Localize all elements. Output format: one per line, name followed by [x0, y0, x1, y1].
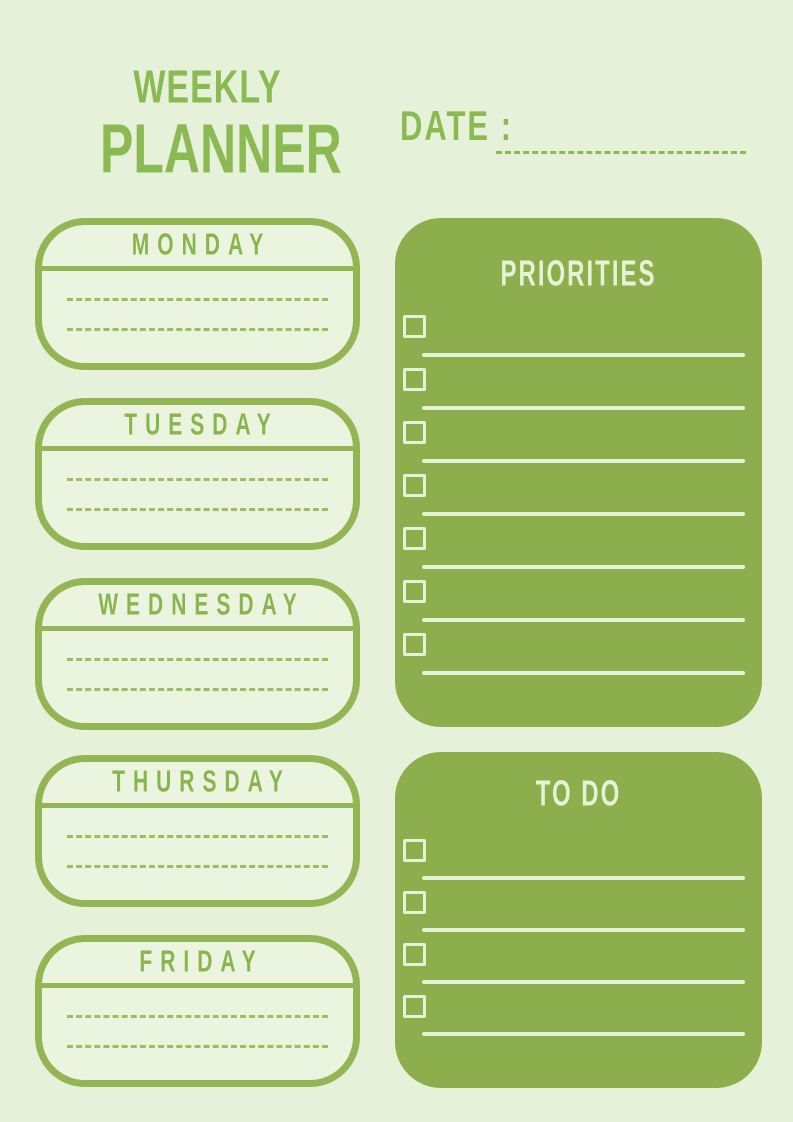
- checklist-item: [403, 580, 745, 633]
- checklist-item: [403, 368, 745, 421]
- task-fill-line[interactable]: [422, 876, 745, 880]
- checkbox[interactable]: [403, 368, 426, 391]
- task-fill-line[interactable]: [422, 353, 745, 357]
- checklist-item: [403, 315, 745, 368]
- checklist-item: [403, 839, 745, 891]
- day-writing-area: [42, 808, 353, 895]
- task-fill-line[interactable]: [422, 928, 745, 932]
- day-card-header: WEDNESDAY: [42, 585, 353, 631]
- writing-line[interactable]: [67, 508, 328, 511]
- checkbox[interactable]: [403, 315, 426, 338]
- writing-line[interactable]: [67, 688, 328, 691]
- checklist-item: [403, 891, 745, 943]
- day-label: MONDAY: [131, 228, 272, 262]
- title-line-weekly: WEEKLY: [133, 62, 282, 114]
- writing-line[interactable]: [67, 478, 328, 481]
- date-label: DATE :: [400, 102, 514, 150]
- day-writing-area: [42, 988, 353, 1075]
- checkbox[interactable]: [403, 527, 426, 550]
- task-fill-line[interactable]: [422, 980, 745, 984]
- checklist-item: [403, 633, 745, 686]
- todo-title: TO DO: [535, 774, 622, 815]
- priorities-title: PRIORITIES: [500, 254, 657, 295]
- task-fill-line[interactable]: [422, 1032, 745, 1036]
- day-label: THURSDAY: [112, 765, 291, 799]
- writing-line[interactable]: [67, 328, 328, 331]
- day-card-friday: FRIDAY: [35, 935, 360, 1087]
- day-card-monday: MONDAY: [35, 218, 360, 370]
- checkbox[interactable]: [403, 891, 426, 914]
- writing-line[interactable]: [67, 1015, 328, 1018]
- day-card-tuesday: TUESDAY: [35, 398, 360, 550]
- task-fill-line[interactable]: [422, 671, 745, 675]
- day-writing-area: [42, 631, 353, 718]
- checkbox[interactable]: [403, 839, 426, 862]
- day-writing-area: [42, 451, 353, 538]
- day-writing-area: [42, 271, 353, 358]
- writing-line[interactable]: [67, 658, 328, 661]
- checklist-item: [403, 527, 745, 580]
- writing-line[interactable]: [67, 835, 328, 838]
- writing-line[interactable]: [67, 1045, 328, 1048]
- title-line-planner: PLANNER: [100, 109, 342, 188]
- checkbox[interactable]: [403, 995, 426, 1018]
- day-label: FRIDAY: [139, 945, 264, 979]
- task-fill-line[interactable]: [422, 618, 745, 622]
- day-label: TUESDAY: [124, 408, 279, 442]
- todo-list: [403, 839, 745, 1047]
- checklist-item: [403, 943, 745, 995]
- checkbox[interactable]: [403, 580, 426, 603]
- date-fill-line[interactable]: [496, 141, 746, 154]
- task-fill-line[interactable]: [422, 565, 745, 569]
- checklist-item: [403, 474, 745, 527]
- checkbox[interactable]: [403, 943, 426, 966]
- day-card-header: TUESDAY: [42, 405, 353, 451]
- checkbox[interactable]: [403, 421, 426, 444]
- writing-line[interactable]: [67, 298, 328, 301]
- writing-line[interactable]: [67, 865, 328, 868]
- todo-card: TO DO: [395, 752, 762, 1088]
- day-label: WEDNESDAY: [98, 588, 305, 622]
- day-card-header: FRIDAY: [42, 942, 353, 988]
- checkbox[interactable]: [403, 474, 426, 497]
- day-card-thursday: THURSDAY: [35, 755, 360, 907]
- priorities-list: [403, 315, 745, 686]
- checkbox[interactable]: [403, 633, 426, 656]
- checklist-item: [403, 995, 745, 1047]
- checklist-item: [403, 421, 745, 474]
- day-card-wednesday: WEDNESDAY: [35, 578, 360, 730]
- task-fill-line[interactable]: [422, 406, 745, 410]
- task-fill-line[interactable]: [422, 512, 745, 516]
- priorities-card: PRIORITIES: [395, 218, 762, 727]
- day-card-header: THURSDAY: [42, 762, 353, 808]
- task-fill-line[interactable]: [422, 459, 745, 463]
- day-card-header: MONDAY: [42, 225, 353, 271]
